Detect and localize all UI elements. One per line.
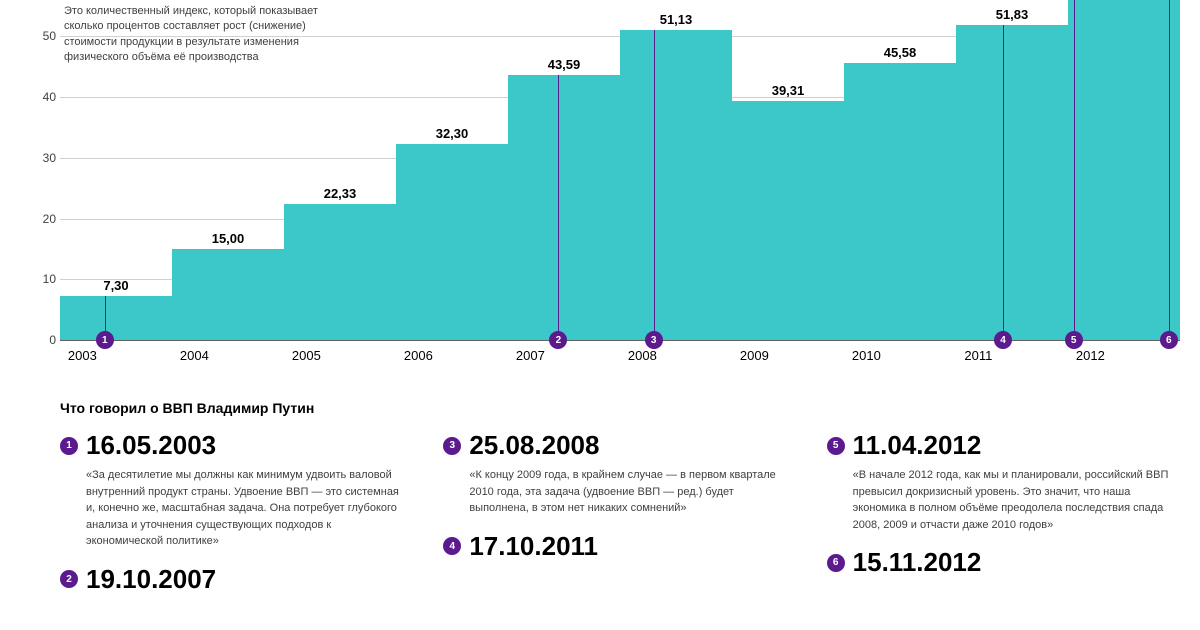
ytick-label: 10 [32, 272, 56, 286]
quote-date: 17.10.2011 [469, 531, 598, 562]
bar-value-label: 45,58 [844, 45, 956, 60]
bar: 7,30 [60, 296, 172, 340]
xaxis-year-label: 2006 [404, 348, 433, 363]
bar-value-label: 51,83 [956, 7, 1068, 22]
ytick-label: 30 [32, 151, 56, 165]
quote-heading: 5 11.04.2012 [827, 430, 1170, 461]
quote-date: 25.08.2008 [469, 430, 599, 461]
quote-number-badge: 5 [827, 437, 845, 455]
bar: 45,58 [844, 63, 956, 340]
bar [1068, 0, 1180, 340]
quote-heading: 6 15.11.2012 [827, 547, 1170, 578]
xaxis-year-label: 2012 [1076, 348, 1105, 363]
marker-line [1074, 0, 1075, 340]
quote-number-badge: 4 [443, 537, 461, 555]
bar-value-label: 39,31 [732, 83, 844, 98]
ytick-label: 50 [32, 29, 56, 43]
bar-value-label: 15,00 [172, 231, 284, 246]
xaxis-year-label: 2007 [516, 348, 545, 363]
marker-line [558, 75, 559, 340]
bar: 43,59 [508, 75, 620, 340]
quote-date: 11.04.2012 [853, 430, 982, 461]
quote-number-badge: 3 [443, 437, 461, 455]
xaxis-year-label: 2008 [628, 348, 657, 363]
marker-line [1169, 0, 1170, 340]
quote-date: 19.10.2007 [86, 564, 216, 595]
quote-body: «За десятилетие мы должны как минимум уд… [60, 467, 403, 550]
quote-heading: 3 25.08.2008 [443, 430, 786, 461]
bar: 39,31 [732, 101, 844, 340]
quote-column: 5 11.04.2012 «В начале 2012 года, как мы и… [827, 430, 1170, 601]
ytick-label: 0 [32, 333, 56, 347]
bar: 51,83 [956, 25, 1068, 340]
bar-value-label: 32,30 [396, 126, 508, 141]
xaxis-year-label: 2005 [292, 348, 321, 363]
bar: 32,30 [396, 144, 508, 340]
marker-line [1003, 25, 1004, 340]
quote-number-badge: 2 [60, 570, 78, 588]
quote-body: «В начале 2012 года, как мы и планировал… [827, 467, 1170, 533]
quotes-section: 1 16.05.2003 «За десятилетие мы должны как… [60, 430, 1170, 601]
quote-body: «К концу 2009 года, в крайнем случае — в… [443, 467, 786, 517]
bar-value-label: 22,33 [284, 186, 396, 201]
quotes-header: Что говорил о ВВП Владимир Путин [60, 400, 314, 416]
bar: 51,13 [620, 30, 732, 340]
marker-line [654, 30, 655, 340]
chart-area: 010203040507,3015,0022,3332,3043,5951,13… [60, 0, 1180, 380]
xaxis-year-label: 2003 [68, 348, 97, 363]
quote-number-badge: 6 [827, 554, 845, 572]
quote-number-badge: 1 [60, 437, 78, 455]
xaxis-year-label: 2010 [852, 348, 881, 363]
bar: 22,33 [284, 204, 396, 340]
xaxis-year-label: 2011 [964, 348, 992, 363]
xaxis-year-label: 2009 [740, 348, 769, 363]
quote-date: 15.11.2012 [853, 547, 982, 578]
x-axis-labels: 2003 2004 2005 2006 2007 2008 2009 2010 2011 2012 [60, 340, 1180, 380]
bar-value-label: 51,13 [620, 12, 732, 27]
quote-column: 3 25.08.2008 «К концу 2009 года, в крайнем… [443, 430, 786, 601]
xaxis-year-label: 2004 [180, 348, 209, 363]
ytick-label: 20 [32, 212, 56, 226]
quote-heading: 4 17.10.2011 [443, 531, 786, 562]
bar-value-label: 43,59 [508, 57, 620, 72]
chart-plot: 010203040507,3015,0022,3332,3043,5951,13… [60, 0, 1180, 340]
ytick-label: 40 [32, 90, 56, 104]
quote-heading: 1 16.05.2003 [60, 430, 403, 461]
bar: 15,00 [172, 249, 284, 340]
quote-column: 1 16.05.2003 «За десятилетие мы должны как… [60, 430, 403, 601]
quote-date: 16.05.2003 [86, 430, 216, 461]
quote-heading: 2 19.10.2007 [60, 564, 403, 595]
bar-value-label: 7,30 [60, 278, 172, 293]
